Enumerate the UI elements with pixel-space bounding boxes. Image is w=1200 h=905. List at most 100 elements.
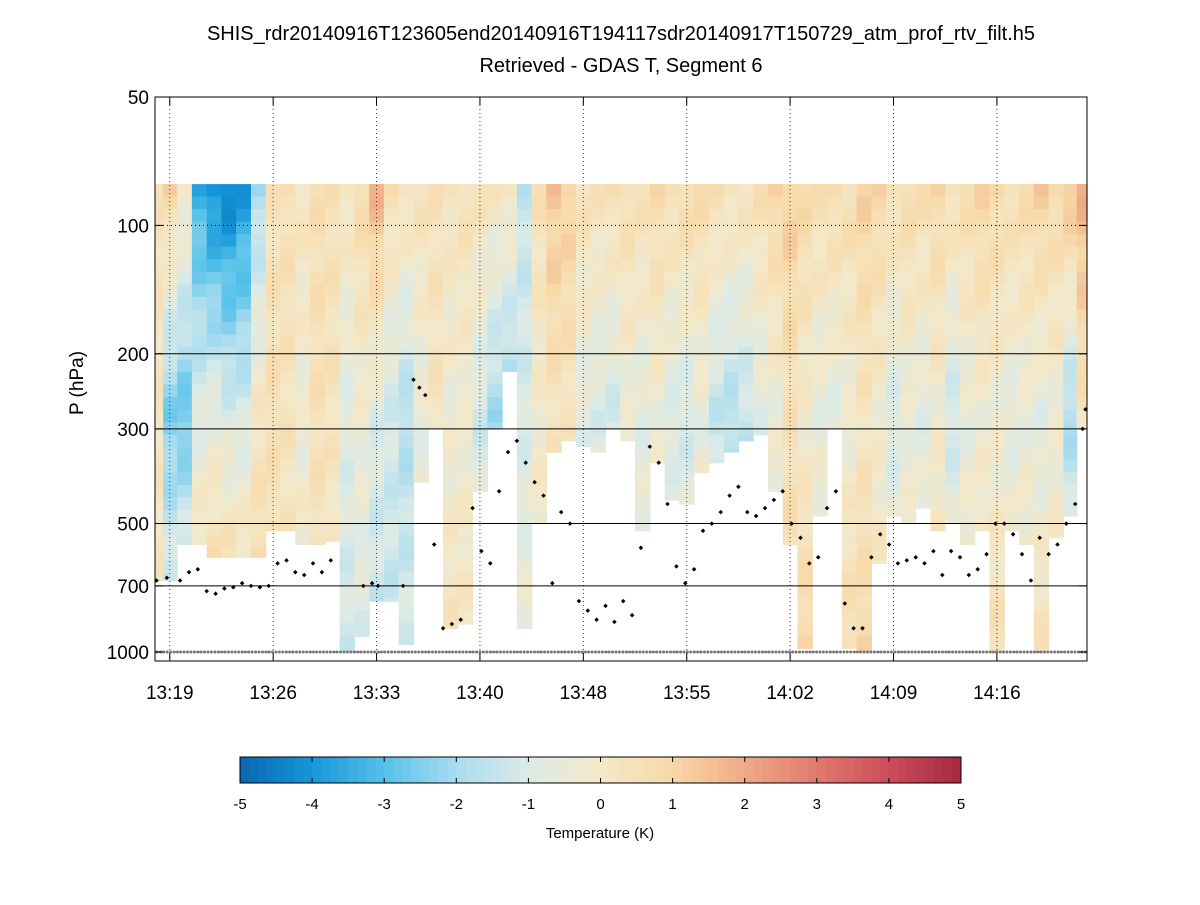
heatmap-cell [708, 384, 725, 398]
heatmap-cell [649, 334, 666, 348]
y-tick-label: 200 [117, 345, 149, 366]
x-tick-label: 14:16 [973, 683, 1021, 704]
heatmap-cell [812, 484, 828, 498]
heatmap-cell [163, 560, 178, 574]
heatmap-cell [1048, 522, 1064, 536]
heatmap-cell [960, 484, 976, 498]
heatmap-cell [1048, 434, 1064, 448]
heatmap-cell [708, 409, 725, 423]
heatmap-cell [738, 309, 754, 323]
heatmap-cell [605, 384, 621, 398]
heatmap-cell [694, 384, 710, 398]
heatmap-cell [989, 384, 1005, 398]
heatmap-cell [354, 372, 370, 386]
heatmap-cell [915, 384, 932, 398]
heatmap-cell [236, 522, 252, 536]
heatmap-cell [1076, 409, 1088, 423]
heatmap-cell [945, 372, 961, 386]
heatmap-cell [768, 409, 784, 423]
heatmap-cell [620, 284, 636, 298]
heatmap-cell [945, 321, 961, 335]
heatmap-cell [155, 296, 164, 310]
heatmap-cell [841, 522, 858, 536]
heatmap-cell [155, 321, 164, 335]
heatmap-cell [649, 397, 666, 411]
heatmap-cell [694, 259, 710, 273]
heatmap-cell [487, 246, 503, 260]
heatmap-cell [531, 384, 547, 398]
heatmap-cell [221, 459, 237, 473]
heatmap-cell [561, 196, 577, 210]
heatmap-cell [221, 259, 237, 273]
heatmap-cell [561, 234, 577, 248]
heatmap-cell [487, 184, 503, 198]
heatmap-cell [738, 434, 754, 442]
heatmap-cell [561, 384, 577, 398]
heatmap-cell [620, 221, 636, 235]
cloud-dot [1028, 578, 1034, 583]
surface-dot [702, 650, 706, 654]
heatmap-cell [324, 372, 341, 386]
heatmap-cell [280, 397, 296, 411]
heatmap-cell [1004, 472, 1020, 486]
colorbar-tick-label: -3 [378, 796, 391, 813]
heatmap-cell [502, 296, 518, 310]
heatmap-cell [155, 459, 164, 473]
surface-dot [957, 650, 961, 654]
surface-dot [679, 650, 683, 654]
heatmap-cell [1019, 296, 1035, 310]
surface-dot [815, 650, 819, 654]
heatmap-cell [886, 397, 902, 411]
surface-dot [597, 650, 601, 654]
heatmap-cell [812, 284, 828, 298]
heatmap-cell [236, 434, 252, 448]
heatmap-cell [1019, 284, 1035, 298]
surface-dot [651, 650, 655, 654]
heatmap-cell [398, 359, 415, 373]
heatmap-cell [797, 572, 813, 586]
heatmap-cell [546, 284, 562, 298]
cloud-dot [284, 558, 289, 563]
heatmap-cell [856, 397, 872, 411]
heatmap-cell [915, 372, 932, 386]
heatmap-cell [516, 234, 533, 248]
heatmap-cell [295, 221, 311, 235]
heatmap-cell [797, 196, 813, 210]
heatmap-cell [443, 572, 459, 586]
heatmap-cell [398, 221, 415, 235]
heatmap-cell [989, 271, 1005, 285]
heatmap-cell [516, 522, 533, 536]
heatmap-cell [265, 184, 282, 198]
heatmap-cell [413, 459, 429, 473]
heatmap-cell [812, 447, 828, 461]
heatmap-cell [191, 384, 208, 398]
heatmap-cell [310, 259, 326, 273]
heatmap-cell [620, 196, 636, 210]
heatmap-cell [1048, 259, 1064, 273]
heatmap-cell [930, 509, 946, 523]
heatmap-cell [369, 585, 385, 599]
heatmap-cell [797, 597, 813, 611]
y-tick-label: 300 [117, 420, 149, 441]
colorbar-swatch [672, 757, 683, 783]
heatmap-cell [1004, 484, 1020, 498]
colorbar-swatch [294, 757, 304, 783]
surface-dot [315, 650, 319, 654]
heatmap-column [191, 184, 208, 546]
heatmap-cell [782, 484, 799, 498]
heatmap-cell [443, 334, 459, 348]
heatmap-cell [945, 296, 961, 310]
heatmap-cell [236, 459, 252, 473]
heatmap-cell [206, 321, 223, 335]
heatmap-cell [398, 484, 415, 498]
heatmap-cell [324, 459, 341, 473]
heatmap-cell [576, 221, 592, 235]
heatmap-cell [900, 509, 917, 523]
heatmap-cell [1063, 384, 1078, 398]
heatmap-cell [945, 209, 961, 223]
heatmap-cell [383, 209, 400, 223]
heatmap-cell [797, 560, 813, 574]
heatmap-cell [960, 447, 976, 461]
heatmap-column [546, 184, 562, 453]
colorbar-swatch [888, 757, 899, 783]
